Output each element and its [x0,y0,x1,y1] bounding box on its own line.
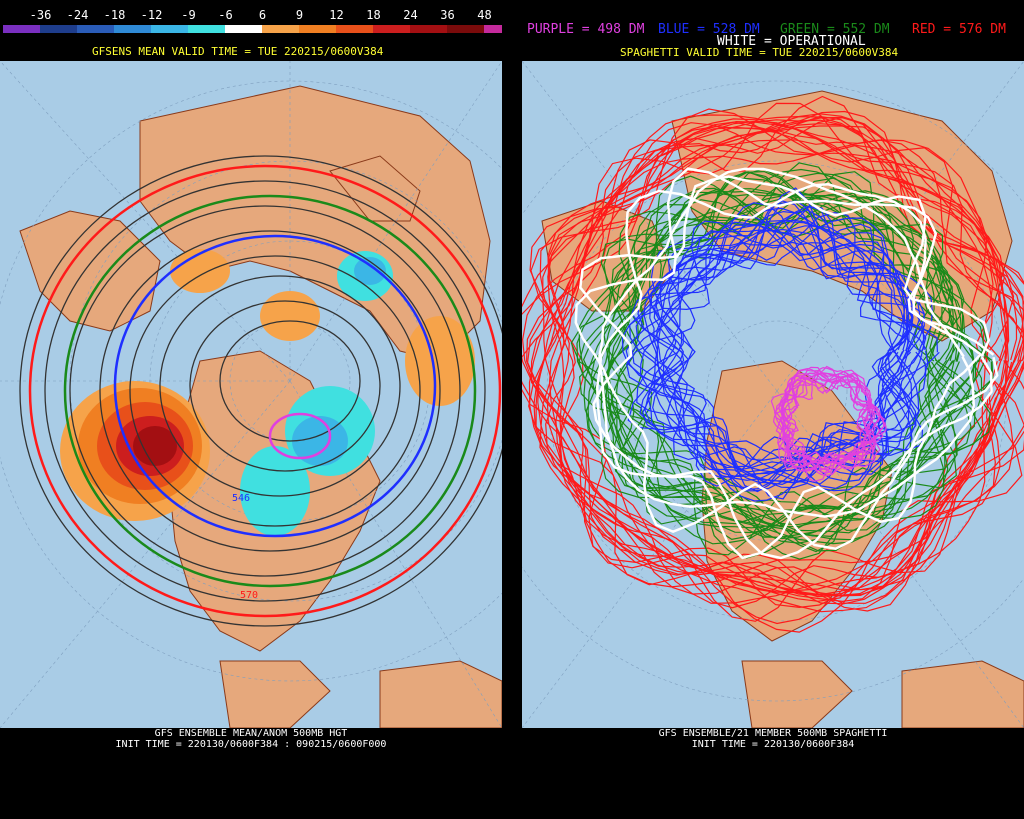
legend-red: RED = 576 DM [912,22,1006,37]
ensemble-member-line [596,183,993,560]
colorbar-swatch [40,25,77,33]
ensemble-mean-panel: -36 -24 -18 -12 -9 -6 6 9 12 18 24 36 48 GFSENS MEAN… [0,0,521,819]
colorbar-swatch [447,25,484,33]
ensemble-member-line [583,172,946,528]
ensemble-member-line [578,162,983,534]
colorbar-swatch [3,25,40,33]
spaghetti-panel: PURPLE = 498 DM BLUE = 528 DM GREEN = 55… [522,0,1024,819]
colorbar-tick-label: -24 [66,8,89,22]
ensemble-member-line [643,219,929,492]
legend-purple: PURPLE = 498 DM [527,22,645,37]
contour-label-546: 546 [232,493,250,504]
colorbar-tick-label: -12 [140,8,163,22]
mean-footer-init-time: INIT TIME = 220130/0600F384 : 090215/060… [115,739,387,750]
ensemble-member-line [621,217,905,492]
ensemble-member-line [631,206,920,485]
ensemble-member-line [528,113,994,593]
blue-528-contour [113,234,437,538]
colorbar-tick-label: 48 [477,8,492,22]
colorbar-swatch [373,25,410,33]
colorbar-swatch [262,25,299,33]
ensemble-member-line [525,139,1024,595]
mean-footer-title: GFS ENSEMBLE MEAN/ANOM 500MB HGT [154,728,348,739]
ensemble-member-line [576,190,955,541]
blue-528-ensemble-lines [621,187,940,502]
green-552-contour [63,194,477,588]
legend-white: WHITE = OPERATIONAL [717,34,866,49]
colorbar-swatch [225,25,262,33]
ensemble-member-line [647,207,920,469]
ensemble-member-line [636,205,910,486]
ensemble-member-line [602,168,972,538]
ensemble-member-line [539,121,1008,591]
colorbar-tick-label: -6 [218,8,233,22]
operational-white-lines [574,167,999,560]
ensemble-member-line [522,115,1024,633]
colorbar-tick-label: 9 [295,8,304,22]
colorbar-tick-label: 24 [403,8,418,22]
ensemble-member-line [590,192,966,534]
purple-498-contour [268,412,332,460]
ensemble-member-line [770,366,887,482]
ensemble-member-line [777,365,875,471]
anomaly-colorbar [3,25,521,33]
ensemble-member-line [522,119,1024,625]
legend-green: GREEN = 552 DM [780,22,890,37]
ensemble-member-line [639,200,917,484]
ensemble-member-line [547,125,1024,605]
ensemble-member-line [627,187,924,489]
ensemble-member-line [647,224,927,493]
spaghetti-footer-title: GFS ENSEMBLE/21 MEMBER 500MB SPAGHETTI [658,728,888,739]
ensemble-member-line [606,194,977,544]
ensemble-member-line [547,123,1018,597]
ensemble-member-line [772,372,882,471]
colorbar-swatch [77,25,114,33]
ensemble-member-line [650,229,933,502]
colorbar-tick-label: -9 [181,8,196,22]
colorbar-tick-label: -36 [29,8,52,22]
legend-blue: BLUE = 528 DM [658,22,760,37]
spaghetti-map-graphic [522,61,1024,728]
colorbar-tick-label: 18 [366,8,381,22]
ensemble-member-line [578,170,959,529]
contour-label-570: 570 [240,590,258,601]
ensemble-member-line [625,211,926,491]
spaghetti-footer-init-time: INIT TIME = 220130/0600F384 [691,739,855,750]
height-contours [19,155,502,627]
purple-498-ensemble-lines [770,365,887,482]
ensemble-member-line [542,108,1024,609]
ensemble-member-line [574,167,999,551]
colorbar-tick-label: 6 [258,8,267,22]
colorbar-swatch [188,25,225,33]
ensemble-member-line [631,223,925,500]
ensemble-member-line [578,175,991,560]
colorbar-swatch [151,25,188,33]
spaghetti-valid-time-title: SPAGHETTI VALID TIME = TUE 220215/0600V3… [620,46,899,59]
ensemble-member-line [625,202,913,479]
ensemble-member-line [603,188,977,541]
colorbar-swatch [410,25,447,33]
colorbar-tick-label: 36 [440,8,455,22]
ensemble-member-line [656,225,913,471]
ensemble-member-line [522,139,1007,613]
colorbar-tick-label: -18 [103,8,126,22]
colorbar-swatch [336,25,373,33]
ensemble-member-line [615,191,989,545]
colorbar-swatch [299,25,336,33]
ensemble-member-line [635,210,910,473]
ensemble-member-line [598,167,976,518]
spaghetti-map [522,61,1024,728]
ensemble-member-line [533,122,1015,604]
red-576-contour [28,164,502,618]
ensemble-member-line [781,369,881,470]
mean-valid-time-title: GFSENS MEAN VALID TIME = TUE 220215/0600… [92,45,384,58]
ensemble-member-line [629,220,940,490]
mean-map-graphic: 546 570 [0,61,502,728]
ensemble-member-line [548,114,1024,588]
panel-divider [502,0,522,819]
colorbar-tick-label: 12 [329,8,344,22]
ensemble-mean-map: 546 570 [0,61,502,728]
colorbar-swatch [114,25,151,33]
